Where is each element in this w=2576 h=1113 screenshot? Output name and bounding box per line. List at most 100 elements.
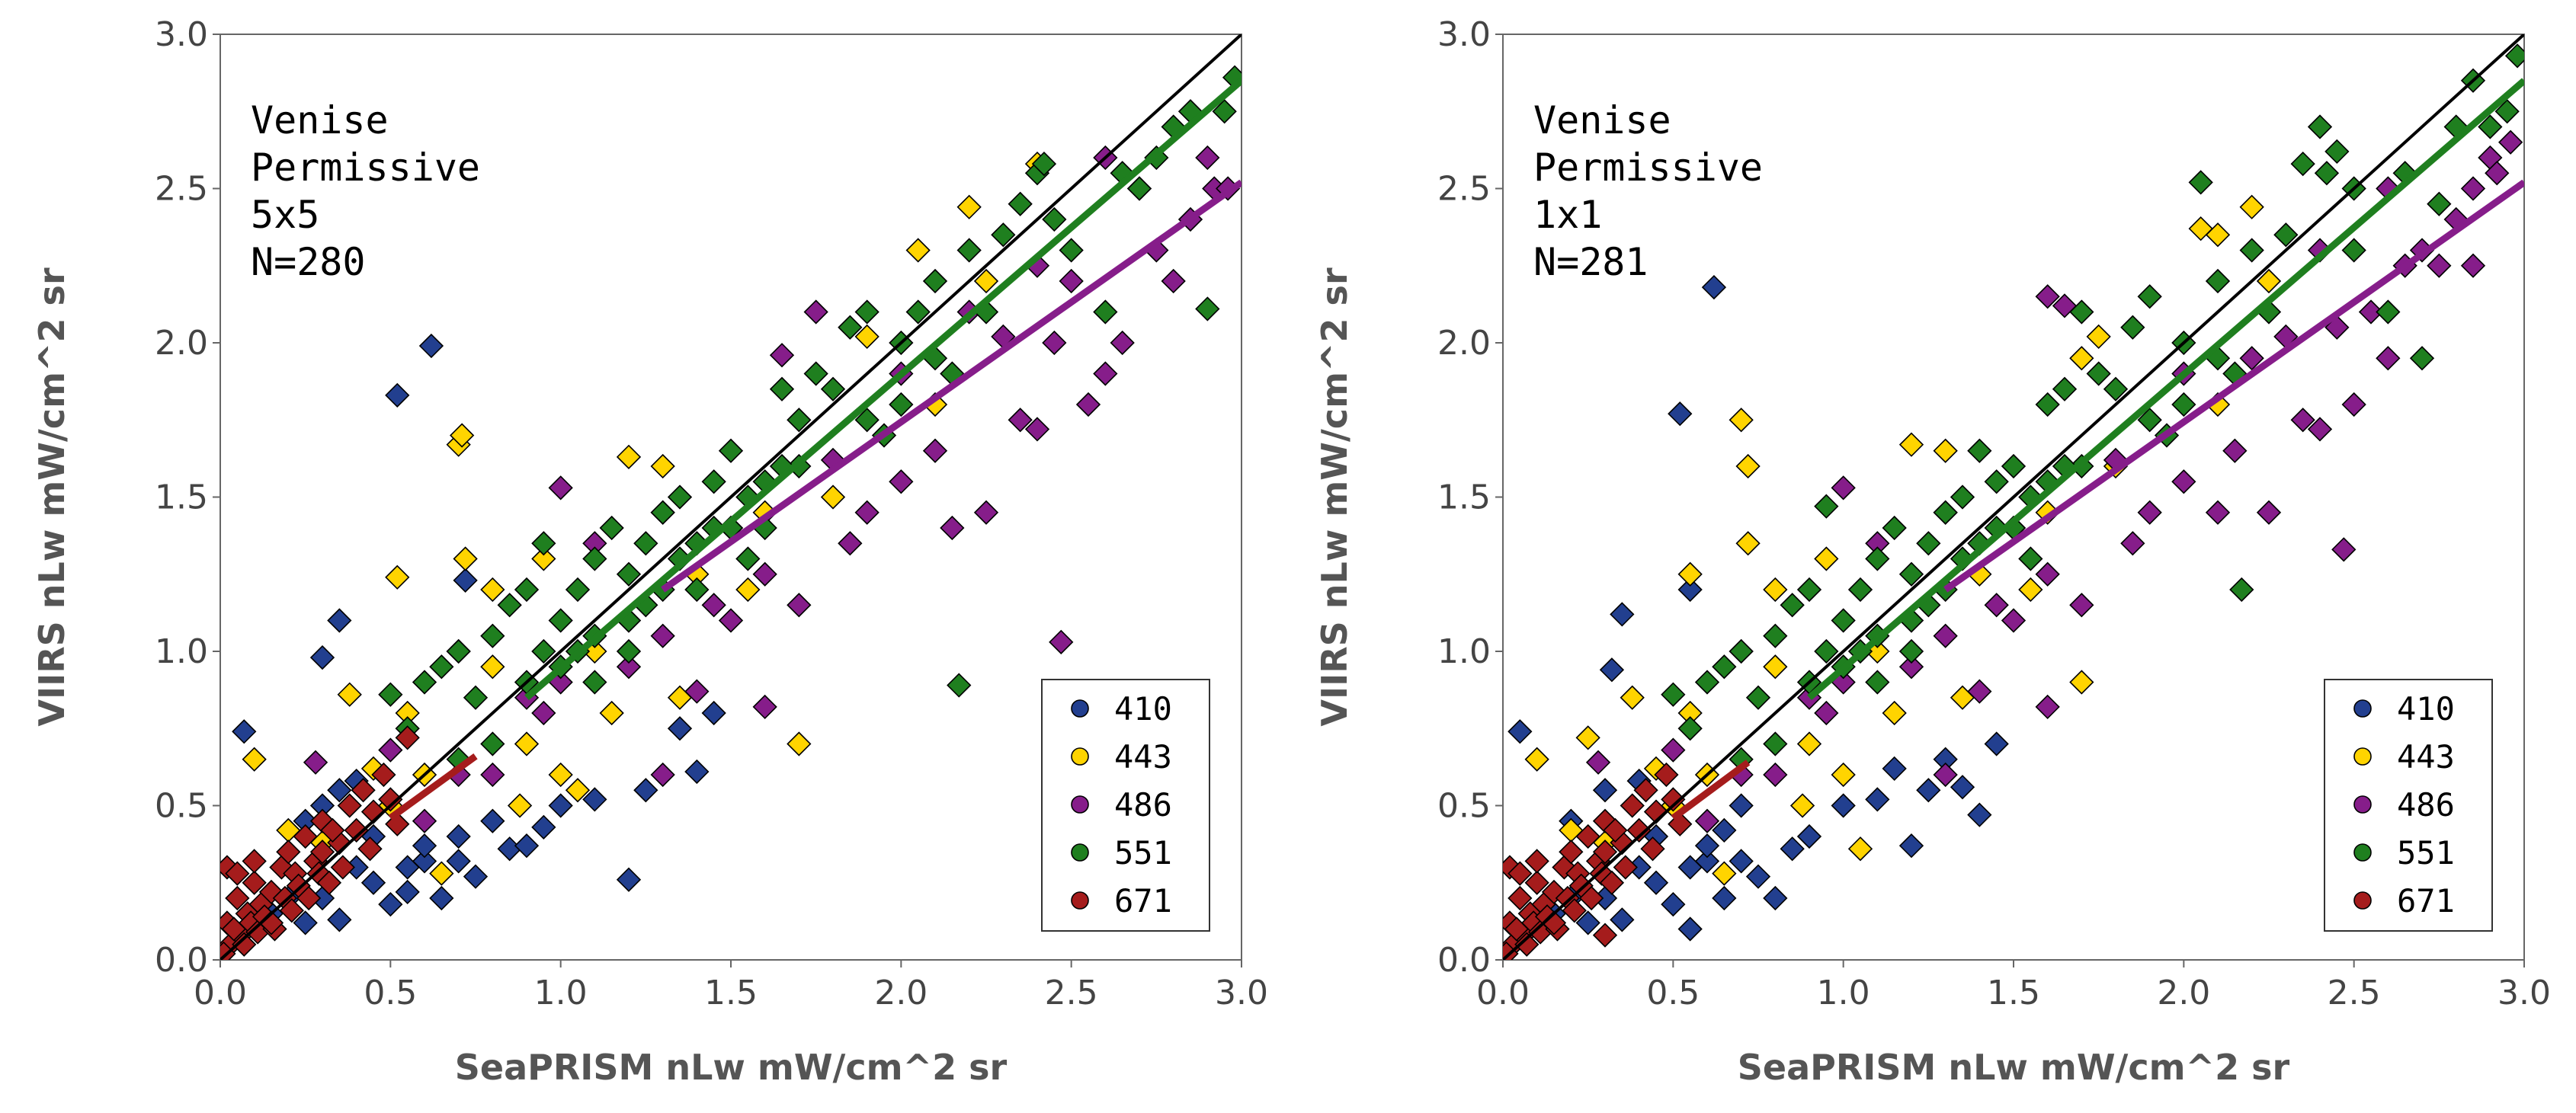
y-tick-label: 1.5 [1437,478,1491,517]
data-point-551 [1008,191,1033,216]
panel-1x1: 0.0 0.5 1.0 1.5 2.0 2.5 3.0 0.0 0.5 1.0 1.5 2.0 2.5 3… [1314,15,2551,1088]
data-point-551 [1195,296,1220,321]
data-point-551 [616,638,642,664]
one-to-one-line [1503,34,2524,960]
legend-label: 486 [1114,786,1172,824]
data-point-443 [599,700,624,726]
data-point-410 [1677,577,1703,603]
data-point-486 [940,515,965,541]
legend-label: 486 [2397,786,2455,824]
x-tick-label: 3.0 [2498,974,2551,1012]
data-point-410 [1712,817,1737,843]
data-point-410 [684,759,710,785]
data-point-551 [889,392,914,417]
data-point-671 [296,885,322,911]
x-axis-title: SeaPRISM nLw mW/cm^2 sr [455,1047,1008,1088]
data-point-443 [616,444,642,469]
data-point-410 [360,870,386,895]
data-point-410 [327,608,352,633]
data-point-486 [378,737,403,763]
data-point-443 [337,682,362,707]
data-point-410 [1575,910,1600,935]
data-point-551 [803,361,828,386]
legend-marker-551 [2353,843,2372,862]
x-tick-label: 1.0 [534,974,588,1012]
data-point-551 [548,608,573,633]
fit-line-671 [388,753,478,821]
data-point-443 [480,654,505,680]
legend-label: 671 [1114,882,1172,920]
data-point-486 [412,808,437,833]
data-point-410 [1796,824,1822,849]
data-point-551 [2504,43,2524,69]
data-point-551 [1865,670,1890,695]
data-point-486 [2069,593,2094,618]
data-point-486 [1661,737,1686,763]
data-point-443 [1789,793,1815,818]
legend-marker-486 [1071,795,1089,814]
legend-marker-443 [2353,747,2372,766]
data-point-551 [2171,392,2196,417]
legend-marker-671 [1071,891,1089,910]
data-point-551 [701,469,726,494]
data-point-551 [1745,685,1771,710]
y-tick-label: 0.0 [155,941,208,980]
data-point-410 [1865,787,1890,812]
data-point-410 [616,867,642,892]
data-point-551 [650,500,675,525]
data-point-410 [232,719,257,744]
data-point-443 [905,238,931,263]
data-point-551 [2290,151,2315,177]
y-tick-label: 1.0 [1437,632,1491,671]
data-point-671 [357,836,383,862]
data-point-551 [616,561,642,587]
y-tick-label: 2.0 [1437,324,1491,363]
data-point-410 [1984,731,2009,756]
data-point-551 [1984,469,2009,494]
legend-label: 410 [2397,690,2455,728]
data-point-551 [769,376,795,401]
data-point-551 [412,670,437,695]
data-point-551 [2069,299,2094,325]
data-point-551 [2427,191,2452,216]
data-point-671 [1507,861,1533,886]
data-point-410 [1950,775,1975,800]
x-tick-label: 0.5 [1646,974,1700,1012]
data-point-551 [854,299,879,325]
legend-marker-551 [1071,843,1089,862]
data-point-551 [2086,361,2111,386]
data-point-551 [1865,546,1890,571]
y-tick-label: 2.5 [155,170,208,209]
data-point-486 [2035,561,2060,587]
data-point-671 [293,824,318,849]
data-point-410 [1916,778,1941,803]
data-point-443 [2069,346,2094,371]
data-point-551 [1729,638,1754,664]
data-point-486 [531,700,556,726]
fit-line-551 [1807,78,2524,701]
legend-label: 671 [2397,882,2455,920]
data-point-443 [2239,194,2264,219]
data-point-671 [316,870,342,895]
data-point-671 [276,840,301,865]
data-point-551 [2103,376,2129,401]
x-tick-label: 1.5 [1987,974,2040,1012]
data-point-410 [327,907,352,932]
data-point-671 [395,725,420,750]
data-point-486 [1161,268,1186,294]
data-point-551 [2341,238,2366,263]
data-point-671 [344,817,369,843]
data-point-486 [1933,762,1958,788]
data-point-486 [548,475,573,501]
data-point-551 [1694,670,1720,695]
data-point-443 [1796,731,1822,756]
fit-line-671 [1671,760,1751,821]
data-point-486 [1763,762,1788,788]
data-point-486 [1898,654,1924,680]
data-point-551 [1126,176,1152,201]
data-point-486 [1024,417,1050,442]
x-tick-label: 2.5 [2328,974,2381,1012]
data-point-486 [650,762,675,788]
data-point-486 [2205,500,2231,525]
data-point-671 [1633,778,1658,803]
